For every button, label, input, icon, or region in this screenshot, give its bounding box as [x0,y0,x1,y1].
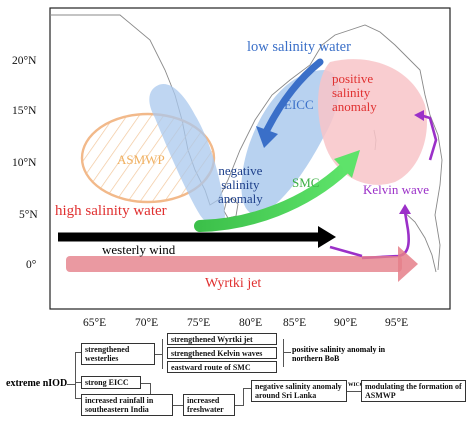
negative-anomaly-sl-box: negative salinity anomaly around Sri Lan… [251,380,347,402]
to-negative [243,388,251,389]
freshwater-up [243,388,244,406]
x-tick-65e: 65°E [83,317,107,329]
freshwater-line-1: increased [187,396,220,405]
eastward-text: eastward route of SMC [171,363,251,372]
positive-label-line-1: positive [332,71,374,86]
kelvin-wave-arrow-upper [419,113,438,161]
westerlies-line-2: westerlies [85,354,119,363]
smc-label: SMC [292,175,320,190]
asmwp-label: ASMWP [117,152,165,167]
y-tick-5n: 5°N [19,209,38,221]
root-label: extreme nIOD [6,378,68,389]
increased-rainfall-box: increased rainfall in southeastern India [81,394,173,416]
positive-salinity-anomaly-label: positive salinity anomaly [332,72,377,114]
bracket-mid [75,382,81,383]
bob-line-1: positive salinity anomaly in [292,345,386,354]
kelvin-wave-tail [329,245,363,258]
modulating-line-2: ASMWP [365,391,396,400]
eicc-text: strong EICC [85,378,129,387]
negative-label-line-2: salinity [221,177,260,192]
x-tick-70e: 70°E [135,317,159,329]
eicc-across [141,383,150,384]
sl-line-1: negative salinity anomaly [255,382,342,391]
x-tick-95e: 95°E [385,317,409,329]
sl-line-2: around Sri Lanka [255,391,317,400]
root-bracket [75,352,76,398]
y-tick-20n: 20°N [12,55,37,67]
effects-bracket [283,339,284,367]
eicc-arrowhead [256,126,278,148]
wyrtki-jet-arrowhead [398,246,418,282]
positive-anomaly-bob-text: positive salinity anomaly in northern Bo… [292,345,385,363]
wyrtki-jet-arrow [66,256,402,272]
negative-salinity-anomaly-label: negative salinity anomaly [218,164,263,206]
kelvin-text: strengthened Kelvin waves [171,349,263,358]
y-tick-0: 0° [26,259,37,271]
westerly-wind-arrowhead [318,226,336,248]
strengthened-wyrtki-box: strengthened Wyrtki jet [167,333,277,345]
rainfall-to-freshwater [173,405,183,406]
wyrtki-text: strengthened Wyrtki jet [171,335,253,344]
x-tick-75e: 75°E [187,317,211,329]
bracket-top [75,352,81,353]
negative-label-line-3: anomaly [218,191,263,206]
negative-to-modulating [347,391,361,392]
positive-label-line-2: salinity [332,85,371,100]
kelvin-wave-label: Kelvin wave [363,182,430,197]
x-tick-90e: 90°E [334,317,358,329]
freshwater-across [235,405,243,406]
sumatra [401,209,437,273]
wicc-label: WICC [348,382,364,388]
modulating-line-1: modulating the formation of [365,382,462,391]
rainfall-line-2: southeastern India [85,405,149,414]
westerly-wind-label: westerly wind [102,242,176,257]
positive-anomaly-region [318,59,427,185]
kelvin-wave-arrowhead-lower [399,204,411,214]
increased-freshwater-box: increased freshwater [183,394,235,416]
strong-eicc-box: strong EICC [81,376,141,389]
bracket-bot [75,398,81,399]
negative-label-line-1: negative [218,163,263,178]
strengthened-westerlies-box: strengthened westerlies [81,343,155,365]
y-tick-10n: 10°N [12,157,37,169]
strengthened-kelvin-box: strengthened Kelvin waves [167,347,277,359]
eicc-arrow [262,58,324,136]
smc-arrow [194,162,351,232]
eicc-label: EICC [284,97,314,112]
low-salinity-water-label: low salinity water [247,39,351,55]
effects-to-result [283,352,291,353]
y-tick-15n: 15°N [12,105,37,117]
root-connector [67,384,75,385]
bob-line-2: northern BoB [292,354,340,363]
rainfall-line-1: increased rainfall in [85,396,154,405]
westerlies-to-bracket [155,354,162,355]
kelvin-wave-arrowhead-upper [414,110,424,121]
eastward-route-box: eastward route of SMC [167,361,277,373]
wyrtki-jet-label: Wyrtki jet [205,276,262,291]
eicc-band [241,70,340,215]
x-tick-85e: 85°E [283,317,307,329]
high-salinity-water-label: high salinity water [55,203,167,219]
westerlies-line-1: strengthened [85,345,130,354]
westerlies-bracket [162,339,163,369]
x-tick-80e: 80°E [239,317,263,329]
eicc-down [150,383,151,399]
western-blue-patch [149,84,225,226]
positive-label-line-3: anomaly [332,99,377,114]
smc-arrowhead [334,150,360,178]
freshwater-line-2: freshwater [187,405,224,414]
modulating-box: modulating the formation of ASMWP [361,380,466,402]
